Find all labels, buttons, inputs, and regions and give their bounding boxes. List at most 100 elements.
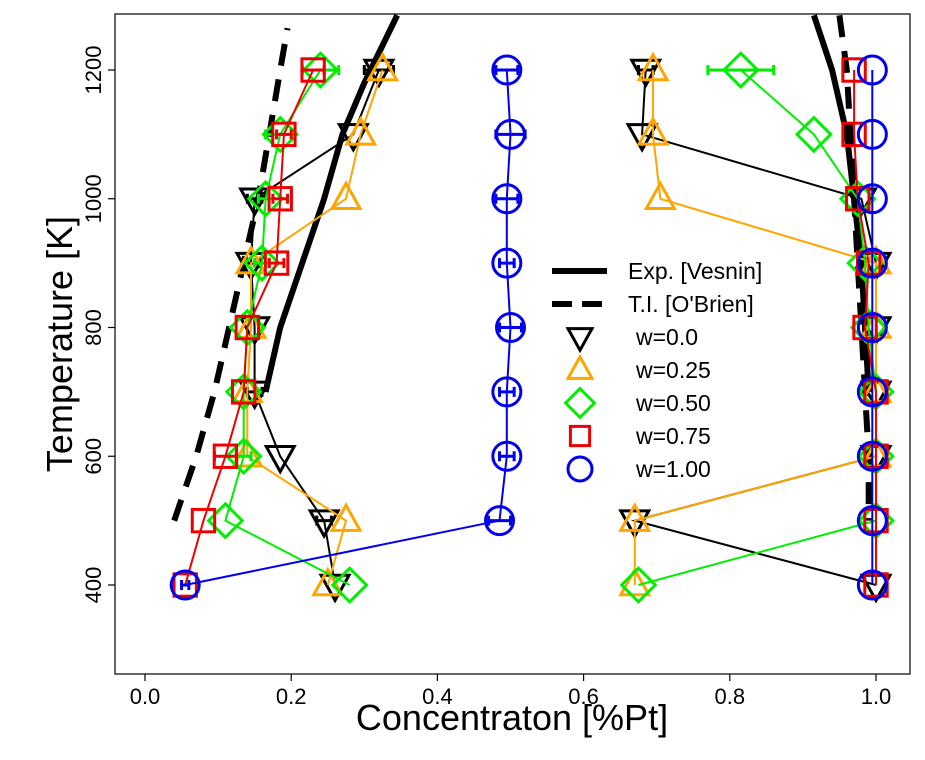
y-tick-label: 600 xyxy=(81,438,106,475)
data-point xyxy=(625,123,659,153)
data-point xyxy=(491,54,523,86)
legend-label: Exp. [Vesnin] xyxy=(628,258,762,284)
series-line-left xyxy=(184,69,315,586)
x-axis-title: Concentraton [%Pt] xyxy=(356,697,668,738)
data-point xyxy=(484,505,516,537)
data-point xyxy=(330,566,369,604)
series-line-left xyxy=(249,69,380,586)
series-w-0-0 xyxy=(234,58,893,604)
data-point xyxy=(491,376,523,408)
data-point xyxy=(636,51,670,82)
data-point xyxy=(238,187,272,218)
data-point xyxy=(230,437,264,468)
data-point xyxy=(366,51,400,82)
data-point xyxy=(618,502,652,532)
data-point xyxy=(243,244,281,283)
data-point xyxy=(856,505,888,537)
legend: Exp. [Vesnin] T.I. [O'Brien] w=0.0 w=0.25 w=… xyxy=(552,258,762,483)
data-point xyxy=(263,250,290,276)
data-point xyxy=(841,57,867,83)
data-point xyxy=(261,115,300,154)
data-point xyxy=(846,244,884,283)
x-tick-label: 1.0 xyxy=(861,684,892,709)
data-point xyxy=(491,247,523,279)
legend-swatch-marker xyxy=(565,327,595,354)
x-tick-label: 0.2 xyxy=(276,684,307,709)
legend-item: w=0.0 xyxy=(565,324,698,354)
data-point xyxy=(172,572,198,598)
legend-swatch-marker xyxy=(568,424,592,448)
data-point xyxy=(212,443,239,469)
data-point xyxy=(329,180,363,211)
legend-item: w=1.00 xyxy=(566,455,711,483)
legend-item: Exp. [Vesnin] xyxy=(552,258,762,284)
data-point xyxy=(263,444,297,475)
data-point xyxy=(721,51,760,89)
data-point xyxy=(841,121,867,148)
data-point xyxy=(300,57,326,83)
data-point xyxy=(618,566,652,597)
legend-item: w=0.50 xyxy=(563,386,711,420)
data-point xyxy=(301,51,340,89)
x-tick-label: 0.6 xyxy=(568,684,599,709)
data-point xyxy=(856,440,888,472)
data-point xyxy=(169,569,201,601)
data-point xyxy=(618,509,652,540)
series-w-1-00 xyxy=(169,54,888,601)
ti-obrien-curve xyxy=(836,14,872,521)
exp-vesnin-curve xyxy=(262,14,400,393)
data-point xyxy=(318,573,352,604)
data-point xyxy=(636,115,670,146)
y-tick-label: 1200 xyxy=(81,46,106,95)
legend-label: w=0.25 xyxy=(635,357,711,383)
data-point xyxy=(234,314,261,341)
data-point xyxy=(794,115,833,154)
data-series xyxy=(169,51,895,604)
data-point xyxy=(224,437,263,476)
series-line-right xyxy=(853,70,877,585)
legend-label: w=0.0 xyxy=(635,324,698,350)
data-point xyxy=(495,312,526,343)
data-point xyxy=(856,247,888,279)
data-point xyxy=(307,509,341,540)
data-point xyxy=(856,118,888,150)
legend-label: T.I. [O'Brien] xyxy=(628,291,754,317)
series-line-left xyxy=(246,69,384,586)
y-tick-label: 1000 xyxy=(81,174,106,223)
series-w-0-25 xyxy=(230,51,893,597)
legend-label: w=0.75 xyxy=(635,423,711,449)
legend-swatch-marker xyxy=(563,386,597,420)
data-point xyxy=(856,183,888,215)
legend-item: w=0.25 xyxy=(565,353,711,383)
x-tick-label: 0.0 xyxy=(130,684,161,709)
y-tick-label: 400 xyxy=(81,567,106,604)
data-point xyxy=(643,180,677,211)
x-tick-label: 0.4 xyxy=(422,684,453,709)
data-point xyxy=(491,183,523,215)
data-point xyxy=(234,244,268,275)
legend-swatch-marker xyxy=(566,455,594,483)
data-point xyxy=(856,569,888,601)
data-point xyxy=(619,566,658,604)
y-tick-label: 800 xyxy=(81,309,106,346)
y-axis-title: Temperature [K] xyxy=(39,216,80,472)
x-tick-label: 0.8 xyxy=(715,684,746,709)
data-point xyxy=(329,502,363,532)
data-point xyxy=(491,440,523,472)
legend-label: w=0.50 xyxy=(635,390,711,416)
data-point xyxy=(856,312,888,343)
data-point xyxy=(234,251,268,282)
legend-swatch-marker xyxy=(565,353,595,380)
data-point xyxy=(845,186,871,212)
data-point xyxy=(856,54,888,86)
data-point xyxy=(344,115,378,146)
data-point xyxy=(190,507,217,534)
data-point xyxy=(271,121,297,148)
plot-frame xyxy=(114,13,911,675)
legend-item: T.I. [O'Brien] xyxy=(552,291,754,317)
legend-item: w=0.75 xyxy=(568,423,711,449)
legend-label: w=1.00 xyxy=(635,456,711,482)
series-w-0-50 xyxy=(206,51,895,604)
axis-ticks: 0.0 0.2 0.4 0.6 0.8 1.0 400 600 800 1000 1200 xyxy=(81,46,891,709)
data-point xyxy=(230,379,257,405)
